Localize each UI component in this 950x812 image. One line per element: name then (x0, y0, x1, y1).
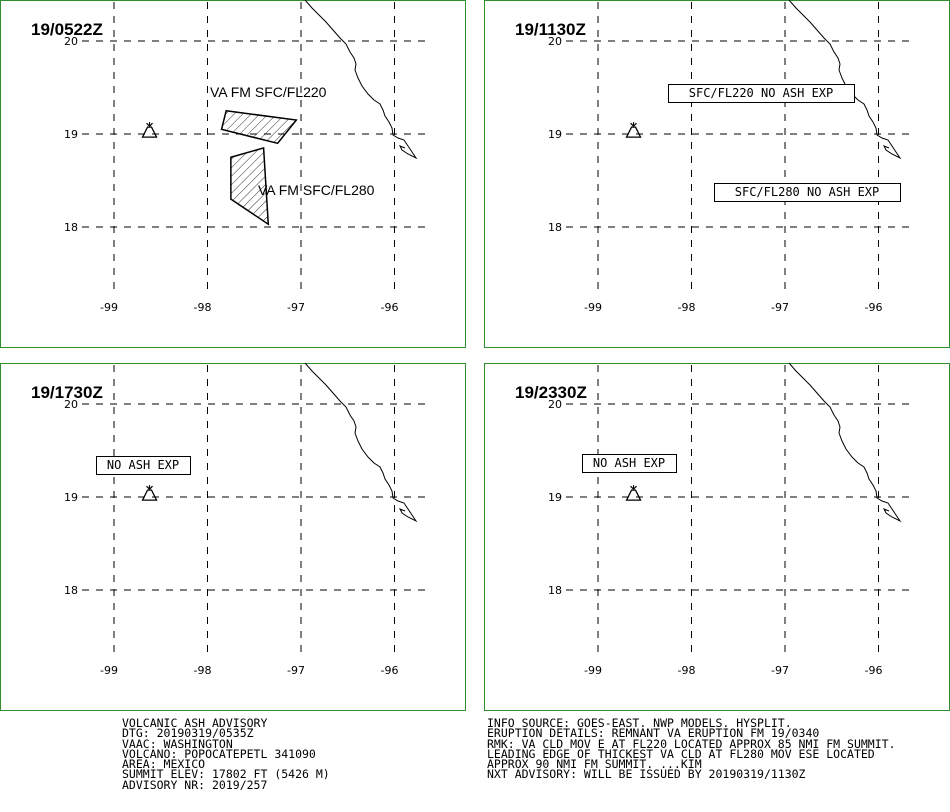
longitude-label: -96 (865, 664, 883, 677)
ash-area-polygon (230, 146, 270, 226)
panel-border (484, 0, 950, 348)
forecast-panel-2: 20 19 18 -99 -98 -97 -96 19/1130Z SFC/FL220 NO A… (484, 0, 950, 348)
latitude-label: 19 (64, 128, 78, 141)
longitude-label: -97 (287, 301, 305, 314)
longitude-label: -97 (771, 664, 789, 677)
advisory-line: ERUPTION DETAILS: REMNANT VA ERUPTION FM… (487, 726, 820, 741)
no-ash-box (582, 454, 677, 473)
latitude-label: 19 (548, 491, 562, 504)
advisory-line: ADVISORY NR: 2019/257 (122, 777, 268, 792)
longitude-label: -99 (100, 664, 118, 677)
forecast-panel-4: 20 19 18 -99 -98 -97 -96 19/2330Z NO ASH EXP (484, 362, 950, 711)
panel-border (0, 0, 466, 348)
panel-border (484, 363, 950, 711)
coastline (304, 362, 418, 523)
volcano-icon (141, 485, 158, 501)
no-ash-box (668, 84, 855, 103)
latitude-label: 19 (548, 128, 562, 141)
coastline (788, 362, 902, 523)
longitude-label: -96 (381, 301, 399, 314)
advisory-line: NXT ADVISORY: WILL BE ISSUED BY 20190319… (487, 767, 806, 782)
latitude-label: 18 (64, 584, 78, 597)
longitude-label: -99 (584, 301, 602, 314)
longitude-label: -99 (100, 301, 118, 314)
latitude-label: 20 (548, 35, 562, 48)
forecast-panel-1: 20 19 18 -99 -98 -97 -96 19/0522Z VA FM SFC/FL22… (0, 0, 466, 348)
advisory-line: SUMMIT ELEV: 17802 FT (5426 M) (122, 767, 330, 782)
advisory-line: VAAC: WASHINGTON (122, 736, 233, 751)
longitude-label: -97 (771, 301, 789, 314)
advisory-line: APPROX 90 NMI FM SUMMIT. ...KIM (487, 757, 702, 772)
advisory-line: LEADING EDGE OF THICKEST VA CLD AT FL280… (487, 746, 875, 761)
longitude-label: -98 (678, 664, 696, 677)
panel-time-title: 19/1730Z (31, 383, 103, 402)
latitude-label: 18 (548, 221, 562, 234)
panel-border (0, 363, 466, 711)
latitude-label: 18 (548, 584, 562, 597)
advisory-line: DTG: 20190319/0535Z (122, 726, 254, 741)
no-ash-box-label: SFC/FL280 NO ASH EXP (735, 185, 880, 199)
longitude-label: -98 (678, 301, 696, 314)
volcano-icon (625, 485, 642, 501)
longitude-label: -98 (194, 664, 212, 677)
advisory-line: RMK: VA CLD MOV E AT FL220 LOCATED APPRO… (487, 736, 896, 751)
advisory-remarks-text: INFO SOURCE: GOES-EAST. NWP MODELS. HYSP… (487, 716, 896, 782)
panel-time-title: 19/1130Z (515, 20, 586, 39)
advisory-line: VOLCANO: POPOCATEPETL 341090 (122, 746, 316, 761)
advisory-header-text: VOLCANIC ASH ADVISORY DTG: 20190319/0535Z… (122, 716, 330, 792)
advisory-line: AREA: MEXICO (122, 757, 206, 772)
no-ash-box-label: NO ASH EXP (593, 456, 665, 470)
latitude-label: 20 (64, 35, 78, 48)
panel-time-title: 19/2330Z (515, 383, 587, 402)
volcano-icon (625, 122, 642, 138)
coastline (304, 0, 418, 160)
coastline (788, 0, 902, 160)
volcano-icon (141, 122, 158, 138)
latitude-label: 18 (64, 221, 78, 234)
no-ash-box-label: NO ASH EXP (107, 458, 179, 472)
forecast-panel-3: 20 19 18 -99 -98 -97 -96 19/1730Z NO ASH EXP (0, 362, 466, 711)
panel-time-title: 19/0522Z (31, 20, 103, 39)
latitude-label: 20 (548, 398, 562, 411)
no-ash-box (96, 456, 191, 475)
ash-area-label: VA FM SFC/FL220 (210, 84, 327, 100)
longitude-label: -97 (287, 664, 305, 677)
longitude-label: -96 (381, 664, 399, 677)
no-ash-box (714, 183, 901, 202)
ash-area-polygon (220, 109, 298, 145)
longitude-label: -98 (194, 301, 212, 314)
longitude-label: -99 (584, 664, 602, 677)
ash-area-label: VA FM SFC/FL280 (258, 182, 375, 198)
advisory-line: INFO SOURCE: GOES-EAST. NWP MODELS. HYSP… (487, 716, 792, 730)
longitude-label: -96 (865, 301, 883, 314)
advisory-line: VOLCANIC ASH ADVISORY (122, 716, 268, 730)
latitude-label: 19 (64, 491, 78, 504)
latitude-label: 20 (64, 398, 78, 411)
no-ash-box-label: SFC/FL220 NO ASH EXP (689, 86, 834, 100)
